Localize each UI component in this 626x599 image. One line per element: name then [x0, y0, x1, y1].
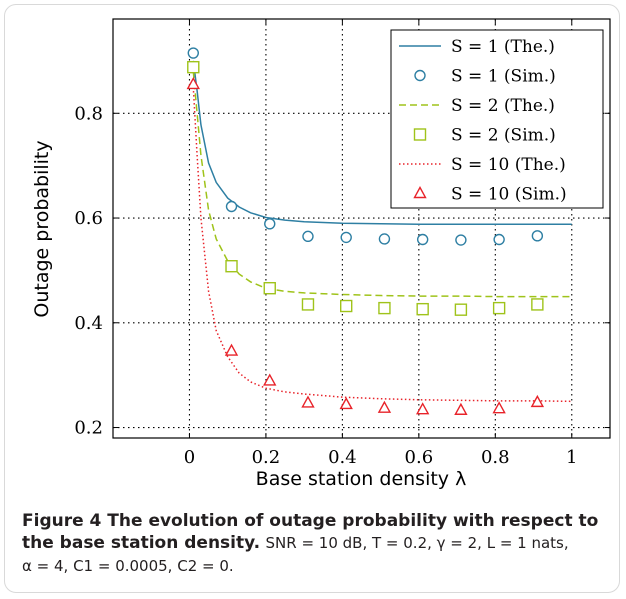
- data-point-5-0: [186, 77, 200, 90]
- data-point-3-0: [187, 60, 200, 74]
- caption-title: Figure 4 The evolution of outage probabi…: [22, 511, 599, 553]
- data-point-3-4: [340, 299, 353, 313]
- series-layer: [186, 47, 572, 415]
- data-point-5-3: [301, 395, 315, 408]
- series-line-2: [192, 71, 572, 298]
- x-tick-label: 0.4: [328, 447, 357, 468]
- data-point-5-1: [224, 343, 239, 356]
- data-point-3-3: [301, 298, 315, 311]
- y-tick-label: 0.4: [74, 313, 103, 334]
- data-point-1-3: [302, 230, 314, 243]
- legend-label-4: S = 10 (The.): [451, 155, 566, 175]
- legend-box: [390, 29, 604, 209]
- data-point-3-9: [531, 298, 544, 311]
- data-point-1-2: [264, 218, 276, 230]
- data-point-1-0: [187, 47, 199, 59]
- series-line-4: [192, 87, 572, 403]
- data-point-5-5: [377, 400, 392, 413]
- data-point-5-9: [530, 394, 545, 408]
- legend: S = 1 (The.) S = 1 (Sim.) S = 2 (The.) S = …: [390, 29, 604, 209]
- legend-label-3: S = 2 (Sim.): [451, 126, 556, 146]
- data-point-1-8: [493, 233, 505, 246]
- data-point-1-1: [225, 200, 238, 213]
- data-point-3-1: [225, 260, 238, 273]
- legend-label-2: S = 2 (The.): [451, 96, 555, 116]
- legend-marker-1: [414, 69, 426, 82]
- data-point-3-7: [454, 303, 468, 316]
- data-point-1-6: [416, 233, 429, 246]
- data-point-3-2: [263, 282, 276, 295]
- data-point-5-4: [339, 397, 353, 410]
- y-axis-label: Outage probability: [31, 140, 53, 317]
- plot-area: [112, 18, 611, 439]
- x-tick-label: 0: [184, 447, 195, 468]
- axis-ticks: 0 0.2 0.4 0.6 0.8 1 0.2 0.4 0.6 0.8: [74, 19, 610, 468]
- legend-label-5: S = 10 (Sim.): [451, 185, 567, 205]
- legend-marker-5: [413, 186, 427, 199]
- data-point-3-5: [378, 301, 391, 315]
- data-point-1-9: [531, 230, 544, 242]
- series-line-0: [192, 60, 572, 226]
- figure-caption: Figure 4 The evolution of outage probabi…: [22, 510, 608, 577]
- x-tick-label: 0.2: [252, 447, 281, 468]
- caption-params-2: α = 4, C1 = 0.0005, C2 = 0.: [22, 557, 234, 575]
- legend-label-1: S = 1 (Sim.): [451, 67, 556, 87]
- data-point-1-7: [455, 234, 467, 246]
- outage-chart: 0 0.2 0.4 0.6 0.8 10.20.40.60.8 S = 1 (The.)S…: [31, 18, 611, 490]
- legend-marker-3: [413, 128, 427, 141]
- data-point-1-4: [340, 231, 352, 244]
- data-point-5-2: [263, 373, 277, 386]
- data-point-5-6: [415, 402, 430, 415]
- data-point-3-8: [492, 301, 506, 315]
- y-tick-label: 0.8: [74, 103, 103, 124]
- y-tick-label: 0.2: [74, 418, 103, 439]
- x-axis-label: Base station density λ: [256, 468, 467, 490]
- y-tick-label: 0.6: [74, 208, 103, 229]
- x-tick-label: 0.6: [405, 447, 434, 468]
- legend-label-0: S = 1 (The.): [451, 37, 555, 57]
- data-point-1-5: [378, 233, 391, 245]
- data-point-5-8: [492, 401, 506, 414]
- caption-params-1: SNR = 10 dB, T = 0.2, γ = 2, L = 1 nats,: [265, 534, 569, 552]
- x-tick-label: 1: [566, 447, 577, 468]
- data-point-5-7: [454, 402, 468, 415]
- x-tick-label: 0.8: [481, 447, 510, 468]
- data-point-3-6: [416, 302, 429, 316]
